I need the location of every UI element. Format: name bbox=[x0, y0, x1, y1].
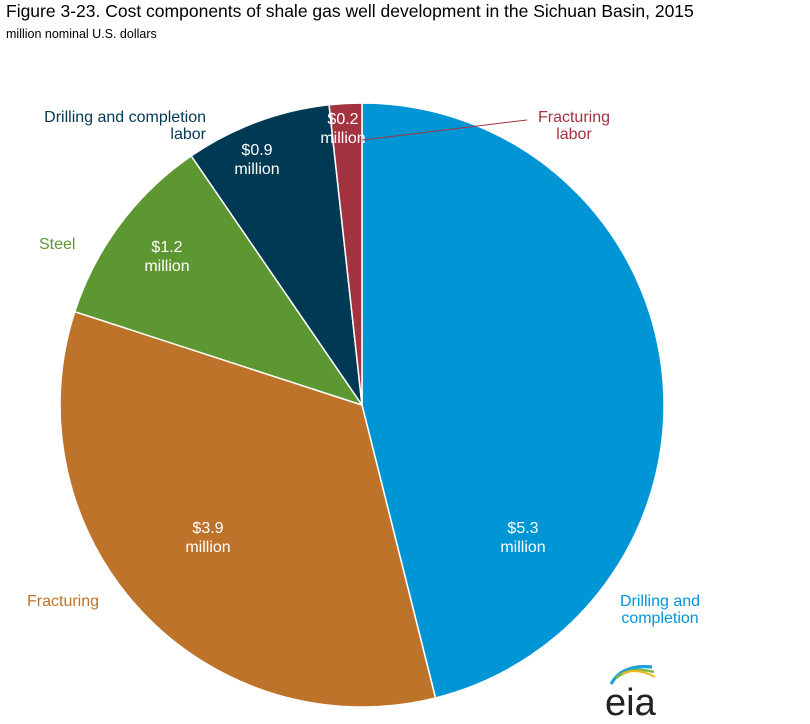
fracturing-labor-leader-line bbox=[361, 119, 528, 141]
pie-slice-steel bbox=[74, 155, 363, 406]
category-label-fracturing: Fracturing bbox=[27, 593, 99, 610]
chart-title: Figure 3-23. Cost components of shale ga… bbox=[6, 1, 694, 21]
category-label-fracturing-labor: Fracturing labor bbox=[538, 109, 610, 143]
eia-logo: eia bbox=[605, 665, 657, 724]
logo-swoosh-yellow bbox=[621, 670, 656, 678]
value-label-drilling-labor: $0.9 million bbox=[234, 142, 279, 178]
category-label-drilling: Drilling and completion bbox=[620, 593, 700, 627]
pie-slice-drilling-labor bbox=[190, 104, 363, 406]
pie-value-labels: $5.3 million $3.9 million $1.2 million $0.9 mil… bbox=[144, 111, 545, 556]
category-label-drilling-labor: Drilling and completion labor bbox=[44, 109, 207, 143]
value-label-fracturing-labor: $0.2 million bbox=[320, 111, 365, 147]
chart-subtitle: million nominal U.S. dollars bbox=[6, 27, 157, 41]
pie-slice-fracturing bbox=[59, 310, 437, 708]
logo-swoosh-blue bbox=[609, 665, 653, 685]
value-label-fracturing: $3.9 million bbox=[185, 520, 230, 556]
pie-category-labels: Drilling and completion Fracturing Steel Dri… bbox=[27, 109, 700, 627]
pie-slice-drilling bbox=[361, 102, 665, 699]
pie-slices bbox=[59, 102, 665, 708]
category-label-steel: Steel bbox=[39, 236, 75, 253]
value-label-steel: $1.2 million bbox=[144, 239, 189, 275]
value-label-drilling: $5.3 million bbox=[500, 520, 545, 556]
eia-logo-text: eia bbox=[605, 682, 657, 724]
pie-slice-fracturing-labor bbox=[328, 102, 363, 406]
